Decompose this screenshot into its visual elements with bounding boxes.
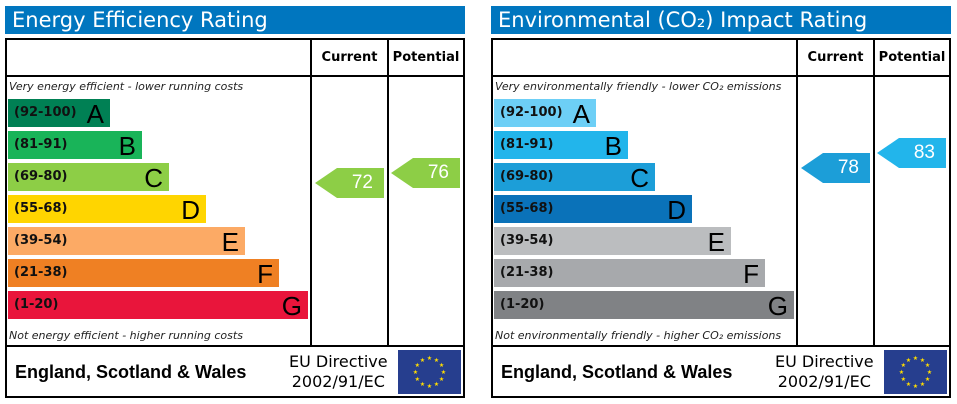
flag-star: ★	[925, 376, 930, 383]
band-range: (81-91)	[14, 137, 68, 152]
current-header: Current	[807, 50, 864, 65]
eu-flag-icon: ★★★★★★★★★ ★ ★★	[398, 350, 461, 394]
band-e: (39-54) E	[8, 227, 245, 257]
band-g: (1-20) G	[494, 291, 794, 321]
potential-header: Potential	[392, 50, 460, 65]
band-range: (69-80)	[14, 169, 68, 184]
directive-line: EU Directive	[289, 352, 388, 371]
eu-flag-icon: ★★★★★★★★★ ★ ★★	[884, 350, 947, 394]
band-b: (81-91) B	[8, 131, 142, 161]
band-f: (21-38) F	[494, 259, 765, 289]
band-letter: D	[667, 195, 686, 225]
panel-title: Energy Efficiency Rating	[5, 6, 465, 34]
divider	[491, 345, 951, 347]
band-range: (1-20)	[500, 297, 545, 312]
directive-line: 2002/91/EC	[777, 372, 871, 391]
band-letter: G	[767, 291, 788, 321]
band-letter: B	[118, 131, 136, 161]
flag-star: ★	[434, 357, 439, 364]
band-letter: C	[630, 163, 649, 193]
top-note: Very energy efficient - lower running co…	[9, 80, 244, 93]
divider	[491, 75, 951, 77]
band-letter: C	[144, 163, 163, 193]
flag-star: ★	[927, 369, 932, 376]
current-header: Current	[321, 50, 378, 65]
rating-table	[491, 38, 951, 398]
flag-star: ★	[427, 355, 432, 362]
band-range: (1-20)	[14, 297, 59, 312]
top-note: Very environmentally friendly - lower CO…	[495, 80, 782, 93]
divider	[796, 38, 798, 346]
band-d: (55-68) D	[8, 195, 206, 225]
band-g: (1-20) G	[8, 291, 308, 321]
band-range: (69-80)	[500, 169, 554, 184]
eu-directive: EU Directive 2002/91/EC	[289, 352, 388, 392]
eu-directive: EU Directive 2002/91/EC	[775, 352, 874, 392]
directive-line: 2002/91/EC	[291, 372, 385, 391]
band-range: (92-100)	[14, 105, 77, 120]
flag-star: ★	[899, 369, 904, 376]
band-letter: G	[281, 291, 302, 321]
flag-star: ★	[913, 383, 918, 390]
band-e: (39-54) E	[494, 227, 731, 257]
flag-star: ★	[901, 362, 906, 369]
panel-title: Environmental (CO₂) Impact Rating	[491, 6, 951, 34]
band-c: (69-80) C	[494, 163, 655, 193]
flag-star: ★	[906, 357, 911, 364]
flag-star: ★	[439, 376, 444, 383]
divider	[873, 38, 875, 346]
divider	[387, 38, 389, 346]
band-letter: A	[572, 99, 590, 129]
flag-star: ★	[434, 381, 439, 388]
band-range: (55-68)	[500, 201, 554, 216]
flag-star: ★	[427, 383, 432, 390]
band-letter: E	[707, 227, 725, 257]
divider	[5, 75, 465, 77]
band-range: (39-54)	[500, 233, 554, 248]
band-letter: B	[604, 131, 622, 161]
band-f: (21-38) F	[8, 259, 279, 289]
environmental-impact-panel: Environmental (CO₂) Impact Rating Curren…	[491, 0, 953, 404]
band-range: (81-91)	[500, 137, 554, 152]
energy-efficiency-panel: Energy Efficiency Rating Current Potenti…	[5, 0, 467, 404]
band-range: (55-68)	[14, 201, 68, 216]
band-letter: D	[181, 195, 200, 225]
flag-star: ★	[420, 357, 425, 364]
flag-star: ★	[413, 369, 418, 376]
band-c: (69-80) C	[8, 163, 169, 193]
directive-line: EU Directive	[775, 352, 874, 371]
band-range: (39-54)	[14, 233, 68, 248]
bottom-note: Not energy efficient - higher running co…	[9, 329, 243, 342]
rating-table	[5, 38, 465, 398]
flag-star: ★	[415, 362, 420, 369]
band-a: (92-100) A	[8, 99, 110, 129]
flag-star: ★	[913, 355, 918, 362]
flag-star: ★	[920, 381, 925, 388]
divider	[5, 345, 465, 347]
country-label: England, Scotland & Wales	[15, 362, 247, 382]
flag-star: ★	[901, 376, 906, 383]
flag-star: ★	[415, 376, 420, 383]
flag-star: ★	[420, 381, 425, 388]
band-letter: A	[86, 99, 104, 129]
flag-star: ★	[439, 362, 444, 369]
band-letter: F	[743, 259, 759, 289]
divider	[310, 38, 312, 346]
band-range: (92-100)	[500, 105, 563, 120]
potential-header: Potential	[878, 50, 946, 65]
band-letter: F	[257, 259, 273, 289]
band-d: (55-68) D	[494, 195, 692, 225]
flag-star: ★	[925, 362, 930, 369]
country-label: England, Scotland & Wales	[501, 362, 733, 382]
band-range: (21-38)	[14, 265, 68, 280]
band-range: (21-38)	[500, 265, 554, 280]
band-b: (81-91) B	[494, 131, 628, 161]
band-a: (92-100) A	[494, 99, 596, 129]
flag-star: ★	[906, 381, 911, 388]
flag-star: ★	[441, 369, 446, 376]
bottom-note: Not environmentally friendly - higher CO…	[495, 329, 782, 342]
flag-star: ★	[920, 357, 925, 364]
band-letter: E	[221, 227, 239, 257]
